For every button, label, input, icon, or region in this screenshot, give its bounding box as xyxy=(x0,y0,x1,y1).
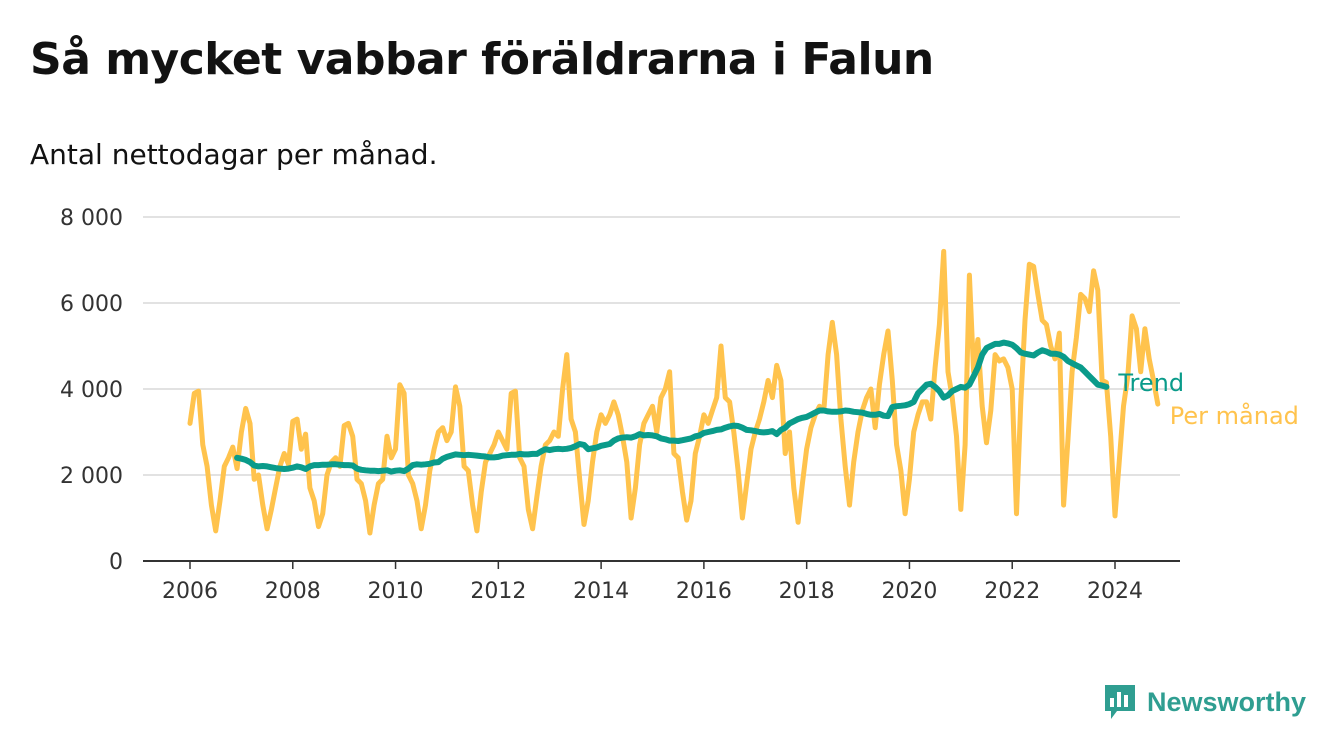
x-tick-label: 2024 xyxy=(1087,579,1143,604)
x-tick-label: 2020 xyxy=(881,579,937,604)
chart-subtitle: Antal nettodagar per månad. xyxy=(30,138,438,171)
y-tick-label: 6 000 xyxy=(60,292,123,317)
x-tick-label: 2010 xyxy=(368,579,424,604)
series-line-per-manad xyxy=(187,248,1161,536)
series-label-trend: Trend xyxy=(1117,369,1184,397)
x-tick-label: 2014 xyxy=(573,579,629,604)
y-axis-ticks: 0 2 000 4 000 6 000 8 000 xyxy=(60,206,123,575)
y-tick-label: 8 000 xyxy=(60,206,123,231)
y-tick-label: 0 xyxy=(109,550,123,575)
x-tick-label: 2018 xyxy=(779,579,835,604)
bar-chart-speech-icon xyxy=(1105,685,1135,719)
y-tick-label: 4 000 xyxy=(60,378,123,403)
series-lines xyxy=(187,248,1161,536)
x-tick-label: 2008 xyxy=(265,579,321,604)
x-tick-label: 2016 xyxy=(676,579,732,604)
y-tick-label: 2 000 xyxy=(60,464,123,489)
x-tick-label: 2022 xyxy=(984,579,1040,604)
chart-title: Så mycket vabbar föräldrarna i Falun xyxy=(30,34,934,85)
x-tick-label: 2006 xyxy=(162,579,218,604)
x-tick-label: 2012 xyxy=(470,579,526,604)
series-label-per-manad: Per månad xyxy=(1170,401,1299,430)
brand-logo: Newsworthy xyxy=(1103,683,1306,721)
series-line-trend xyxy=(234,339,1110,475)
brand-name: Newsworthy xyxy=(1147,686,1307,717)
series-labels: Per månad Trend xyxy=(1117,369,1299,430)
grid-lines xyxy=(143,216,1180,476)
x-axis-ticks: 2006 2008 2010 2012 2014 2016 2018 2020 2022 2024 xyxy=(162,561,1143,604)
